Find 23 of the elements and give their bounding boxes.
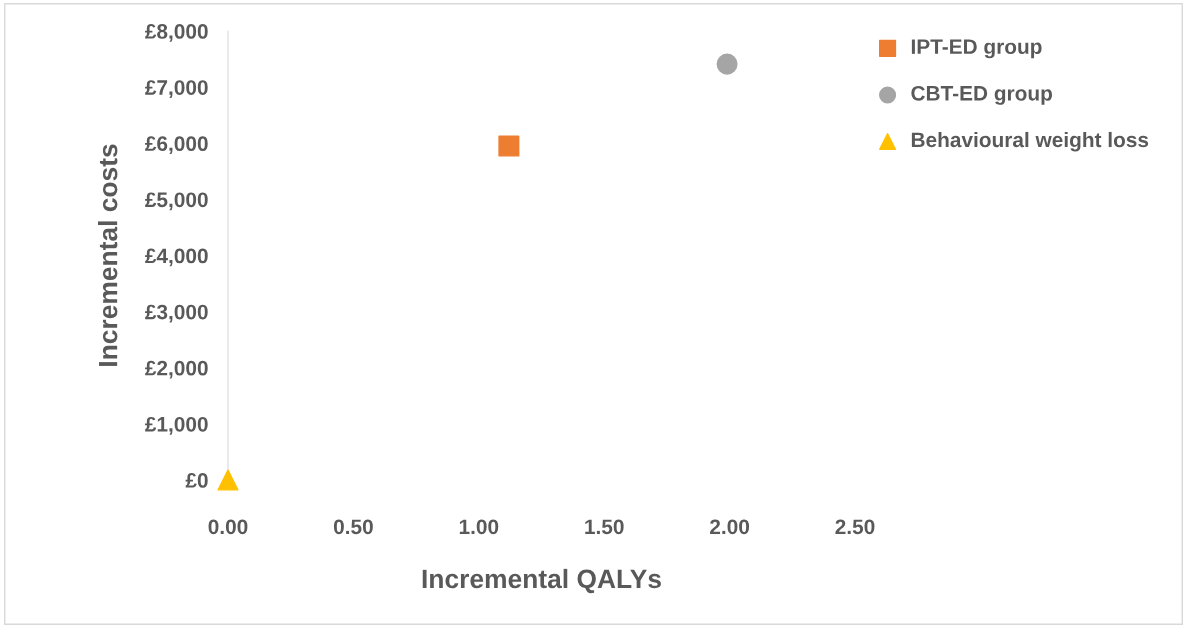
x-tick-label: 2.50: [835, 519, 875, 535]
legend-label: Behavioural weight loss: [911, 131, 1149, 152]
x-tick-label: 1.50: [585, 519, 624, 535]
x-tick-label: 0.00: [208, 519, 248, 535]
y-tick-label: £6,000: [145, 136, 208, 155]
y-tick-label: £1,000: [145, 416, 208, 435]
x-tick-label: 2.00: [710, 519, 750, 535]
y-tick-label: £3,000: [145, 304, 208, 323]
y-tick-label: £2,000: [145, 360, 208, 379]
y-tick-label: £5,000: [145, 192, 208, 211]
y-axis-title: Incremental costs: [98, 144, 118, 366]
point: [217, 469, 239, 491]
point: [716, 53, 738, 75]
y-tick-label: £4,000: [145, 248, 208, 267]
legend-label: CBT-ED group: [911, 85, 1052, 105]
x-tick-label: 0.50: [333, 519, 373, 535]
legend-label: IPT-ED group: [911, 39, 1042, 59]
y-tick-label: £7,000: [145, 80, 208, 98]
point: [498, 135, 520, 157]
x-tick-label: 1.00: [459, 519, 499, 535]
y-tick-label: £0: [185, 473, 208, 488]
y-tick-label: £8,000: [145, 24, 208, 42]
x-axis-title: Incremental QALYs: [422, 568, 661, 594]
